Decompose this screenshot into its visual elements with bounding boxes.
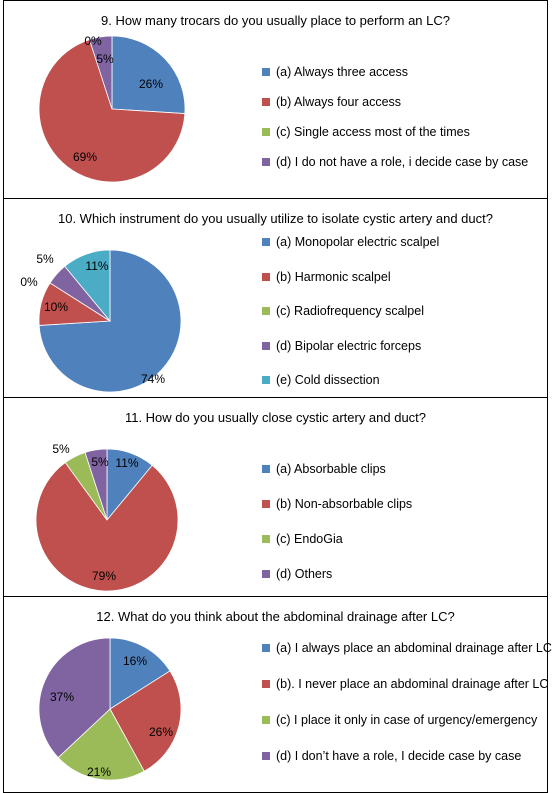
- chart-title: 9. How many trocars do you usually place…: [100, 13, 450, 28]
- legend-swatch: [262, 716, 270, 724]
- slice-value-label: 79%: [92, 569, 116, 583]
- legend-label: (b) Harmonic scalpel: [276, 269, 391, 284]
- legend-swatch: [262, 307, 270, 315]
- legend-swatch: [262, 128, 270, 136]
- legend-item: (c) I place it only in case of urgency/e…: [262, 713, 537, 727]
- legend-item: (b) Always four access: [262, 95, 401, 109]
- legend-label: (d) I do not have a role, i decide case …: [276, 155, 529, 169]
- legend-label: (a) Always three access: [276, 65, 408, 79]
- slice-value-label: 69%: [73, 150, 97, 164]
- legend-swatch: [262, 68, 270, 76]
- legend-item: (d) I don’t have a role, I decide case b…: [262, 749, 521, 763]
- pie-slice: [111, 35, 186, 115]
- legend-item: (d) Others: [262, 567, 332, 581]
- slice-value-label: 11%: [85, 259, 108, 273]
- pie-chart: 11% 79% 5% 5%: [35, 442, 179, 592]
- pie-slice: [109, 637, 171, 710]
- legend-label: (e) Cold dissection: [276, 373, 380, 387]
- legend-label: (b) Always four access: [276, 95, 402, 109]
- legend-item: (a) Monopolar electric scalpel: [262, 235, 439, 249]
- slice-value-label: 11%: [115, 456, 138, 470]
- chart-panel-1: 9. How many trocars do you usually place…: [3, 0, 548, 199]
- legend-swatch: [262, 376, 270, 384]
- legend-swatch: [262, 570, 270, 578]
- pie-slice: [109, 670, 182, 772]
- legend-label: (a) I always place an abdominal drainage…: [276, 641, 552, 655]
- legend-swatch: [262, 500, 270, 508]
- pie-slice: [38, 637, 111, 759]
- pie-slice: [88, 35, 113, 110]
- legend-item: (d) Bipolar electric forceps: [262, 339, 421, 353]
- slice-value-label: 74%: [141, 372, 165, 386]
- slice-value-label: 5%: [52, 442, 70, 456]
- chart-panel-2: 10. Which instrument do you usually util…: [3, 198, 548, 398]
- pie-slice: [84, 448, 108, 521]
- pie-chart: 16% 26% 21% 37%: [38, 637, 182, 781]
- chart-panel-3: 11. How do you usually close cystic arte…: [3, 397, 548, 597]
- legend-label: (a) Monopolar electric scalpel: [276, 235, 440, 249]
- legend-item: (c) Single access most of the times: [262, 125, 470, 139]
- legend-item: (b) Non-absorbable clips: [262, 497, 412, 511]
- pie-slice: [35, 462, 179, 592]
- slice-value-label: 16%: [123, 654, 147, 668]
- slice-value-label: 37%: [50, 690, 74, 704]
- legend-label: (d) I don’t have a role, I decide case b…: [276, 749, 522, 763]
- legend-item: (a) Absorbable clips: [262, 462, 386, 476]
- pie-slice: [57, 708, 145, 781]
- legend-label: (a) Absorbable clips: [276, 462, 386, 476]
- legend-item: (c) EndoGia: [262, 532, 343, 546]
- chart-title: 11. How do you usually close cystic arte…: [124, 410, 427, 425]
- slice-value-label: 0%: [20, 275, 38, 289]
- slice-value-label: 5%: [36, 252, 54, 266]
- legend-item: (a) I always place an abdominal drainage…: [262, 641, 552, 655]
- legend-swatch: [262, 752, 270, 760]
- legend-label: (b). I never place an abdominal drainage…: [276, 677, 549, 691]
- slice-value-label: 5%: [96, 52, 114, 66]
- pie-chart: 26% 69% 0% 5%: [38, 34, 186, 183]
- legend-label: (c) Single access most of the times: [276, 125, 470, 139]
- pie-slice: [64, 249, 111, 323]
- legend-item: (a) Always three access: [262, 65, 408, 79]
- legend-label: (d) Bipolar electric forceps: [276, 338, 422, 353]
- pie-slice: [38, 39, 186, 183]
- legend-swatch: [262, 465, 270, 473]
- legend-swatch: [262, 644, 270, 652]
- slice-value-label: 26%: [149, 725, 173, 739]
- legend-swatch: [262, 158, 270, 166]
- legend-label: (c) EndoGia: [276, 532, 343, 546]
- pie-chart: 74% 10% 0% 5% 11%: [20, 249, 182, 393]
- slice-value-label: 0%: [84, 34, 102, 48]
- legend-swatch: [262, 272, 270, 281]
- slice-value-label: 26%: [139, 77, 163, 91]
- legend-swatch: [262, 535, 270, 543]
- legend-swatch: [262, 98, 270, 106]
- chart-title: 12. What do you think about the abdomina…: [96, 609, 455, 624]
- legend-label: (c) Radiofrequency scalpel: [276, 304, 424, 318]
- legend-item: (e) Cold dissection: [262, 373, 380, 387]
- slice-value-label: 10%: [44, 300, 68, 314]
- legend-swatch: [262, 341, 270, 350]
- legend-item: (b). I never place an abdominal drainage…: [262, 677, 548, 691]
- legend-item: (d) I do not have a role, i decide case …: [262, 155, 528, 169]
- legend-swatch: [262, 680, 270, 688]
- legend-label: (d) Others: [276, 567, 333, 581]
- slice-value-label: 5%: [91, 455, 109, 469]
- legend-item: (b) Harmonic scalpel: [262, 270, 391, 284]
- chart-panel-4: 12. What do you think about the abdomina…: [3, 596, 552, 793]
- legend-label: (b) Non-absorbable clips: [276, 497, 413, 511]
- legend-label: (c) I place it only in case of urgency/e…: [276, 713, 538, 727]
- slice-value-label: 21%: [87, 765, 111, 779]
- legend-item: (c) Radiofrequency scalpel: [262, 304, 424, 318]
- legend-swatch: [262, 238, 270, 246]
- chart-title: 10. Which instrument do you usually util…: [58, 211, 493, 226]
